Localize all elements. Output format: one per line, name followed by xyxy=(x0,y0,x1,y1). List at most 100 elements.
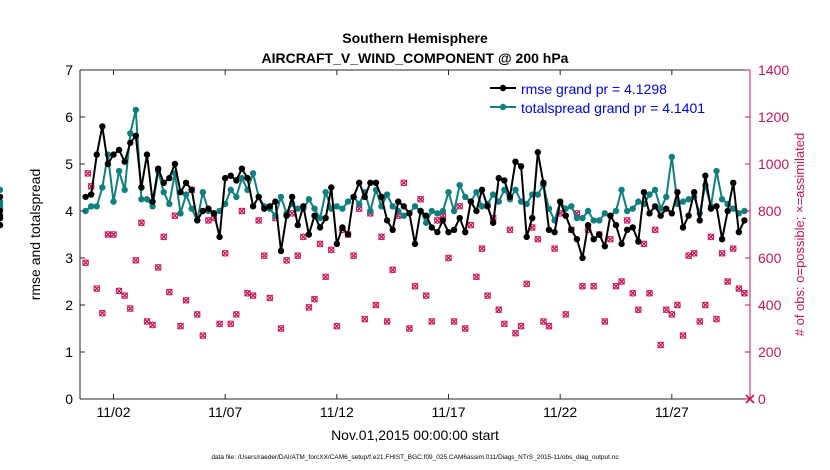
totalspread-point xyxy=(249,170,257,177)
rmse-point xyxy=(288,193,296,201)
obs-possible-point xyxy=(143,318,151,325)
rmse-point xyxy=(663,205,670,212)
totalspread-point xyxy=(517,198,525,205)
totalspread-point xyxy=(456,181,463,189)
rmse-point xyxy=(562,212,569,219)
rmse-point xyxy=(238,165,246,172)
y-tick-label: 1 xyxy=(65,344,73,360)
y2-tick-label: 1200 xyxy=(758,109,789,125)
y2-ticks: 0 200 400 600 800 1000 1200 1400 xyxy=(745,62,789,407)
obs-possible-point xyxy=(160,233,168,241)
rmse-point xyxy=(439,217,447,224)
rmse-point xyxy=(718,236,726,243)
rmse-point xyxy=(154,165,162,172)
obs-possible-point xyxy=(165,288,173,296)
obs-possible-point xyxy=(327,246,335,254)
rmse-point xyxy=(0,207,4,215)
obs-possible-point xyxy=(646,289,653,297)
totalspread-point xyxy=(478,203,486,210)
totalspread-point xyxy=(149,203,156,210)
rmse-point xyxy=(478,186,486,194)
obs-assimilated-point xyxy=(154,263,162,271)
totalspread-point xyxy=(339,205,346,212)
rmse-point xyxy=(300,203,307,210)
totalspread-point xyxy=(568,203,575,210)
obs-possible-point xyxy=(718,249,726,257)
rmse-point xyxy=(417,207,424,215)
rmse-point xyxy=(216,233,223,241)
totalspread-point xyxy=(730,205,737,212)
obs-assimilated-point xyxy=(696,317,704,325)
rmse-point xyxy=(707,205,715,212)
obs-possible-point xyxy=(138,219,145,227)
obs-assimilated-point xyxy=(701,301,709,309)
obs-assimilated-point xyxy=(417,195,425,203)
obs-assimilated-point xyxy=(562,310,570,318)
totalspread-point xyxy=(311,205,318,212)
obs-assimilated-point xyxy=(640,240,648,248)
obs-possible-point xyxy=(679,332,687,339)
rmse-point xyxy=(322,214,329,222)
rmse-point xyxy=(679,224,687,231)
totalspread-point xyxy=(199,189,207,196)
y2-tick-label: 200 xyxy=(758,344,782,360)
obs-assimilated-point xyxy=(623,216,631,224)
totalspread-point xyxy=(741,207,748,215)
obs-assimilated-point xyxy=(729,245,737,253)
totalspread-point xyxy=(367,207,374,215)
totalspread-point xyxy=(434,210,441,217)
obs-assimilated-point xyxy=(84,169,92,177)
totalspread-point xyxy=(445,189,452,196)
obs-assimilated-point xyxy=(612,282,620,290)
obs-possible-point xyxy=(473,273,480,281)
totalspread-point xyxy=(400,212,408,219)
obs-assimilated-point xyxy=(428,317,436,325)
totalspread-point xyxy=(227,186,234,194)
obs-possible-point xyxy=(701,301,709,309)
y-tick-label: 5 xyxy=(65,156,73,172)
totalspread-point xyxy=(160,189,167,196)
rmse-point xyxy=(104,160,112,168)
y-tick-label: 0 xyxy=(65,391,73,407)
obs-assimilated-point xyxy=(422,292,430,300)
obs-assimilated-point xyxy=(260,252,268,260)
obs-assimilated-point xyxy=(204,216,212,224)
obs-possible-point xyxy=(110,231,117,238)
obs-assimilated-point xyxy=(445,254,452,262)
obs-possible-point xyxy=(154,264,162,271)
obs-possible-point xyxy=(540,318,547,325)
y-tick-label: 6 xyxy=(65,109,73,125)
rmse-point xyxy=(372,179,380,186)
totalspread-point xyxy=(322,189,329,196)
obs-assimilated-point xyxy=(232,310,240,318)
obs-assimilated-point xyxy=(244,289,251,297)
obs-possible-point xyxy=(417,195,424,203)
obs-assimilated-point xyxy=(545,322,553,330)
totalspread-point xyxy=(579,214,586,222)
obs-possible-point xyxy=(322,273,330,281)
obs-possible-point xyxy=(612,282,620,290)
obs-assimilated-point xyxy=(177,322,184,330)
rmse-point xyxy=(702,172,709,179)
obs-possible-point xyxy=(735,285,743,292)
y-tick-label: 7 xyxy=(65,62,73,78)
obs-assimilated-point xyxy=(121,292,129,300)
totalspread-point xyxy=(495,198,502,205)
obs-possible-point xyxy=(84,170,92,177)
obs-possible-point xyxy=(361,315,369,323)
totalspread-point xyxy=(132,106,140,114)
obs-possible-point xyxy=(545,322,553,330)
rmse-point xyxy=(328,184,335,191)
obs-assimilated-point xyxy=(740,289,748,297)
obs-assimilated-point xyxy=(299,233,307,241)
totalspread-point xyxy=(121,186,128,194)
totalspread-point xyxy=(316,214,324,222)
footnote: data file: /Users/raeder/DAI/ATM_forcXX/… xyxy=(211,454,619,461)
obs-assimilated-point xyxy=(383,317,391,325)
obs-assimilated-point xyxy=(165,288,173,296)
rmse-point xyxy=(635,238,642,245)
totalspread-point xyxy=(534,191,542,198)
rmse-point xyxy=(556,198,564,205)
obs-possible-point xyxy=(495,306,503,314)
